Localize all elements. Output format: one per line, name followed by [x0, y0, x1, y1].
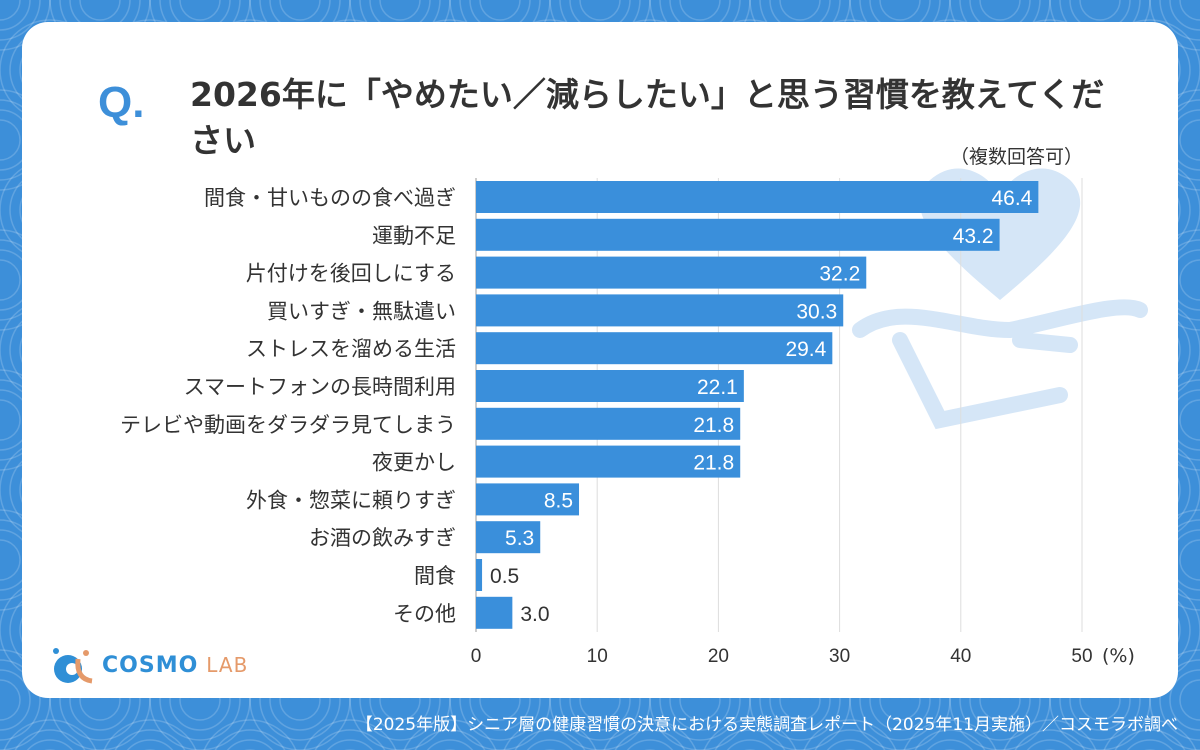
bar: [476, 521, 541, 554]
cosmo-lab-logo: COSMO LAB: [48, 645, 248, 685]
x-tick-label: 10: [587, 646, 608, 667]
bar: [476, 407, 741, 440]
question-mark: Q.: [98, 78, 145, 127]
bar: [476, 332, 833, 365]
hand-icon: [852, 299, 1148, 430]
category-label: 片付けを後回しにする: [246, 262, 456, 286]
logo-brand-text: COSMO: [102, 652, 199, 678]
category-label: 間食・甘いものの食べ過ぎ: [204, 186, 456, 210]
bar: [476, 256, 867, 289]
x-tick-label: 50: [1071, 646, 1092, 667]
data-label: 3.0: [520, 603, 549, 626]
data-label: 46.4: [991, 187, 1032, 210]
data-label: 21.8: [693, 452, 734, 475]
data-label: 5.3: [505, 527, 534, 550]
data-label: 0.5: [490, 565, 519, 588]
x-tick-label: 30: [829, 646, 850, 667]
data-label: 22.1: [697, 376, 738, 399]
category-label: その他: [393, 602, 456, 626]
category-label: 運動不足: [372, 224, 456, 248]
category-label: お酒の飲みすぎ: [309, 526, 456, 550]
data-label: 43.2: [953, 225, 994, 248]
logo-sub-text: LAB: [206, 653, 249, 677]
bar: [476, 596, 513, 629]
multiple-answer-note: （複数回答可）: [950, 146, 1084, 168]
data-label: 32.2: [819, 263, 860, 286]
bar-chart: 0 10 20 30 40 50 (%) 間食・甘いものの食べ過ぎ 46.4 運動不足 43.2 片付…: [120, 168, 1148, 667]
category-label: 買いすぎ・無駄遣い: [267, 299, 456, 323]
chart-title: 2026年に「やめたい／減らしたい」と思う習慣を教えてください: [190, 75, 1105, 160]
x-tick-label: 40: [950, 646, 971, 667]
data-label: 21.8: [693, 414, 734, 437]
category-label: テレビや動画をダラダラ見てしまう: [120, 413, 456, 437]
data-label: 8.5: [544, 489, 573, 512]
logo-mark-icon: [53, 648, 93, 684]
category-label: ストレスを溜める生活: [246, 337, 456, 361]
source-footer: 【2025年版】シニア層の健康習慣の決意における実態調査レポート（2025年11…: [355, 715, 1178, 735]
bar: [476, 181, 1039, 213]
x-axis-unit-label: (%): [1102, 645, 1135, 667]
category-label: 外食・惣菜に頼りすぎ: [246, 488, 456, 512]
category-label: スマートフォンの長時間利用: [184, 375, 456, 399]
x-tick-label: 0: [471, 646, 482, 667]
bar: [476, 370, 744, 402]
x-tick-label: 20: [708, 646, 729, 667]
data-label: 30.3: [796, 300, 837, 323]
bar: [476, 294, 844, 327]
bar: [476, 445, 741, 478]
bar: [476, 559, 483, 591]
data-label: 29.4: [785, 338, 826, 361]
category-label: 間食: [414, 564, 456, 588]
bar: [476, 218, 1000, 251]
category-label: 夜更かし: [372, 451, 456, 475]
bar: [476, 483, 580, 516]
